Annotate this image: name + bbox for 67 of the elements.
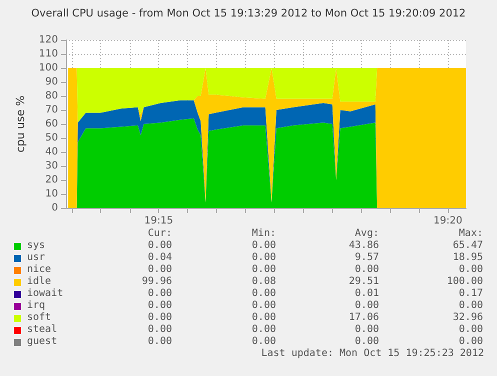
text: 0.00	[250, 264, 276, 275]
text: 18.95	[452, 252, 483, 263]
text: 17.06	[348, 312, 379, 323]
text: 0.00	[458, 300, 483, 311]
text: 0.00	[146, 264, 172, 275]
y-tick-label: 40	[45, 146, 58, 158]
text: 0.00	[458, 336, 483, 347]
y-tick-label: 70	[45, 104, 58, 116]
y-tick-label: 50	[45, 132, 58, 144]
legend-label: steal	[27, 324, 58, 335]
text: 0.00	[250, 252, 276, 263]
text: 0.00	[146, 324, 172, 335]
text: 0.17	[458, 288, 483, 299]
y-tick-label: 80	[45, 90, 58, 102]
text: 0.00	[354, 300, 379, 311]
text: 0.00	[458, 324, 483, 335]
text: 65.47	[452, 240, 483, 251]
legend-label: iowait	[27, 288, 64, 299]
x-tick-label: 19:20	[434, 216, 462, 226]
text: 0.00	[354, 264, 379, 275]
text: 0.00	[146, 240, 172, 251]
y-axis-title: cpu use %	[14, 96, 27, 152]
text: Cur:	[146, 228, 172, 239]
y-tick-label: 90	[45, 76, 58, 88]
text: 29.51	[348, 276, 379, 287]
y-tick-label: 60	[45, 118, 58, 130]
text: 0.00	[146, 312, 172, 323]
text: 99.96	[140, 276, 172, 287]
y-tick-label: 100	[38, 62, 58, 74]
text: 0.01	[354, 288, 379, 299]
legend-label: sys	[27, 240, 46, 251]
text: 0.00	[250, 336, 276, 347]
chart-title: Overall CPU usage - from Mon Oct 15 19:13:29 2012 to Mon Oct 15 19:20:09 2012	[31, 8, 466, 20]
legend-label: usr	[27, 252, 46, 263]
y-tick-label: 0	[52, 202, 58, 214]
text: 0.00	[146, 288, 172, 299]
legend-label: guest	[27, 336, 58, 347]
y-tick-label: 10	[45, 188, 58, 200]
text: Avg:	[354, 228, 379, 239]
text: 0.00	[354, 336, 379, 347]
legend-label: irq	[27, 300, 46, 311]
text: 0.00	[250, 312, 276, 323]
text: 32.96	[452, 312, 483, 323]
text: 0.00	[250, 324, 276, 335]
text: Max:	[458, 228, 483, 239]
text: 0.00	[250, 300, 276, 311]
text: 0.00	[458, 264, 483, 275]
y-tick-label: 120	[38, 34, 58, 46]
text: Last update: Mon Oct 15 19:25:23 2012	[261, 348, 484, 359]
y-tick-label: 30	[45, 160, 58, 172]
y-tick-label: 110	[38, 48, 58, 60]
text: 0.00	[146, 300, 172, 311]
text: 9.57	[354, 252, 379, 263]
x-tick-label: 19:15	[144, 216, 174, 226]
text: Min:	[250, 228, 276, 239]
text: 100.00	[446, 276, 483, 287]
y-tick-label: 20	[45, 174, 58, 186]
text: 0.00	[250, 240, 276, 251]
text: 0.00	[146, 336, 172, 347]
text: 0.00	[354, 324, 379, 335]
text: 43.86	[348, 240, 379, 251]
text: 0.04	[146, 252, 172, 263]
text: 0.08	[250, 276, 276, 287]
legend-label: idle	[27, 276, 52, 287]
legend-label: nice	[27, 264, 52, 275]
text: 0.00	[250, 288, 276, 299]
legend-label: soft	[27, 312, 52, 323]
